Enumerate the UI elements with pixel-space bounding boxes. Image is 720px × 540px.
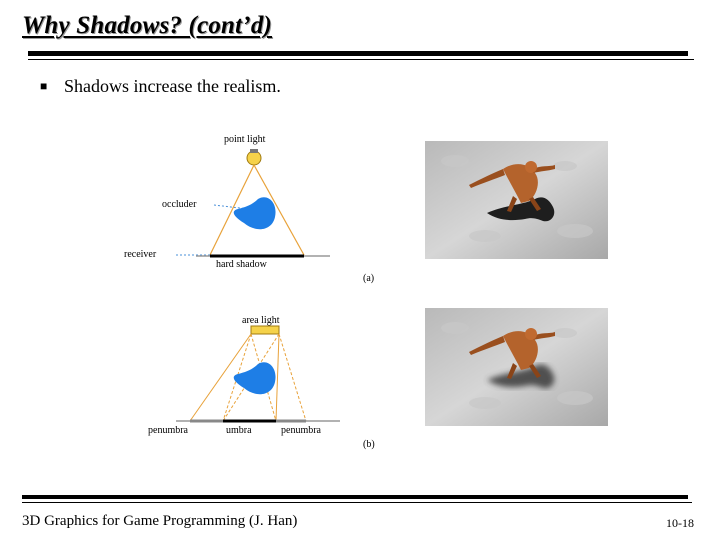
title-rule-thick xyxy=(28,51,688,56)
footer-course-title: 3D Graphics for Game Programming (J. Han… xyxy=(22,513,298,529)
character-figure xyxy=(469,161,555,212)
label-umbra: umbra xyxy=(226,425,252,436)
bullet-item: ■ Shadows increase the realism. xyxy=(40,76,281,97)
bulb-socket-icon xyxy=(250,149,258,153)
render-hard-shadow xyxy=(425,141,608,259)
label-hard-shadow: hard shadow xyxy=(216,259,268,270)
ray-b4 xyxy=(275,333,280,422)
label-area-light: area light xyxy=(242,315,280,326)
ray-b2 xyxy=(278,333,307,422)
footer-rule-thin xyxy=(22,502,692,503)
footer-page-number: 10-18 xyxy=(666,516,694,530)
footer-rule-thick xyxy=(22,495,688,499)
label-receiver: receiver xyxy=(124,249,157,260)
occluder-blob-b xyxy=(233,362,276,395)
caption-a: (a) xyxy=(363,273,374,284)
character-figure xyxy=(469,328,555,379)
stone-texture xyxy=(441,155,593,242)
bullet-square-icon: ■ xyxy=(40,79,48,93)
occluder-blob xyxy=(233,197,276,230)
label-penumbra-right: penumbra xyxy=(281,425,322,436)
stone-texture xyxy=(441,322,593,409)
shadow-diagram: point light occluder receiver hard shado… xyxy=(124,134,375,450)
soft-shadow xyxy=(487,364,555,389)
bullet-text: Shadows increase the realism. xyxy=(64,76,281,96)
ray-right xyxy=(253,164,305,256)
ray-left xyxy=(209,164,255,256)
slide-title: Why Shadows? (cont’d) xyxy=(22,12,273,39)
label-point-light: point light xyxy=(224,134,266,145)
label-penumbra-left: penumbra xyxy=(148,425,189,436)
caption-b: (b) xyxy=(363,439,375,450)
area-light-icon xyxy=(250,325,280,335)
label-occluder: occluder xyxy=(162,199,197,210)
render-soft-shadow xyxy=(425,308,608,426)
title-rule-thin xyxy=(28,59,694,60)
hard-shadow xyxy=(487,197,555,222)
point-light-bulb-icon xyxy=(246,150,262,166)
ray-b1 xyxy=(189,333,252,422)
